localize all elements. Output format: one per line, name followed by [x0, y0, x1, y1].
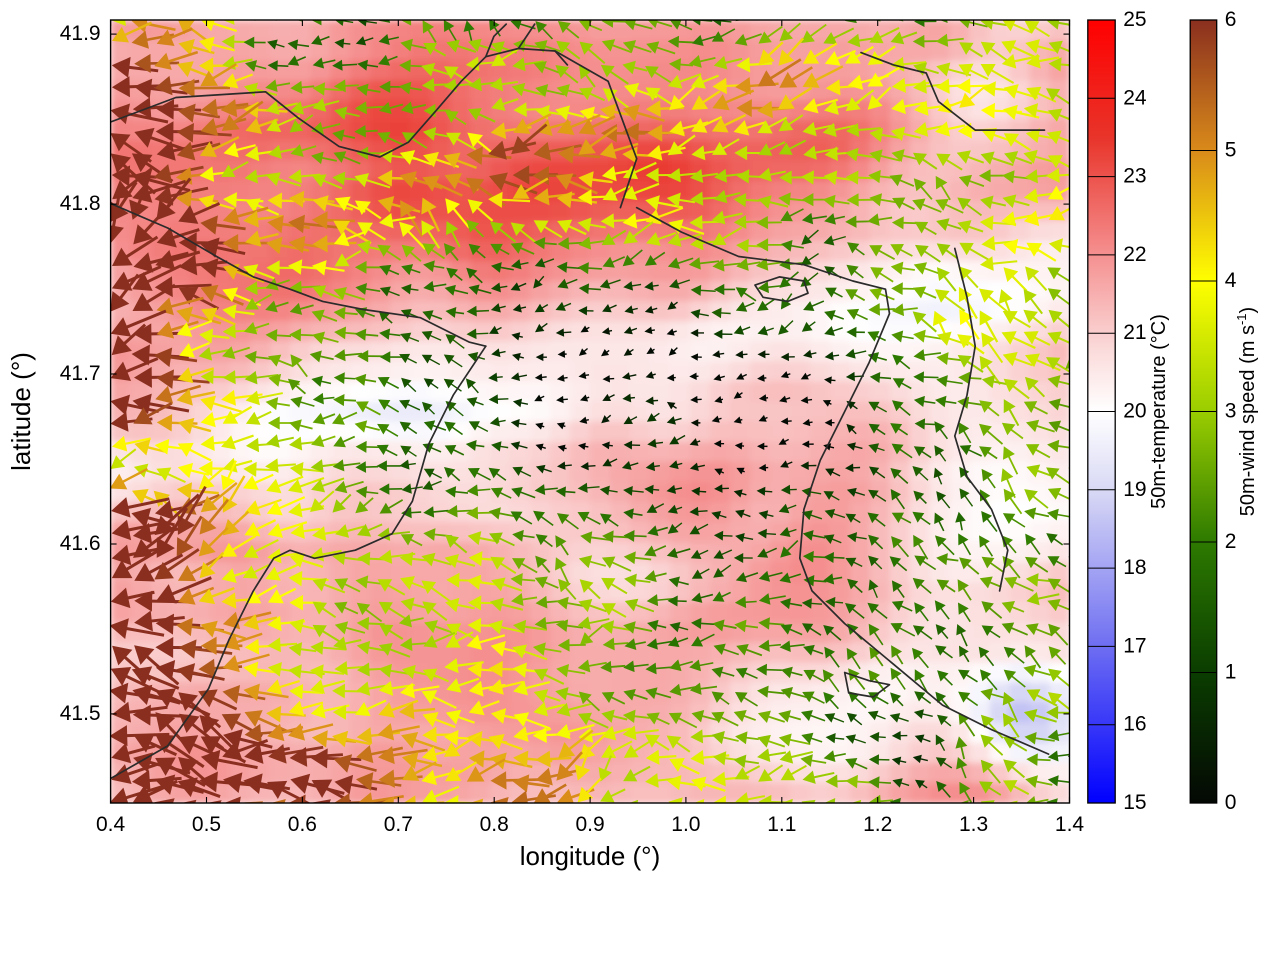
- svg-text:15: 15: [1123, 791, 1146, 814]
- svg-text:50m-temperature (°C): 50m-temperature (°C): [1148, 314, 1170, 509]
- svg-text:latitude (°): latitude (°): [6, 352, 36, 471]
- svg-text:1.2: 1.2: [863, 813, 892, 836]
- svg-text:41.9: 41.9: [60, 22, 101, 45]
- svg-text:41.7: 41.7: [60, 362, 101, 385]
- svg-text:0.7: 0.7: [384, 813, 413, 836]
- svg-text:19: 19: [1123, 478, 1146, 501]
- svg-text:23: 23: [1123, 165, 1146, 188]
- svg-text:16: 16: [1123, 713, 1146, 736]
- svg-text:41.6: 41.6: [60, 532, 101, 555]
- svg-text:17: 17: [1123, 634, 1146, 657]
- svg-text:0.4: 0.4: [96, 813, 126, 836]
- svg-text:5: 5: [1225, 139, 1237, 162]
- svg-text:25: 25: [1123, 8, 1146, 31]
- svg-text:4: 4: [1225, 269, 1237, 292]
- svg-text:24: 24: [1123, 86, 1147, 109]
- svg-text:0: 0: [1225, 791, 1237, 814]
- svg-text:1: 1: [1225, 661, 1237, 684]
- svg-text:longitude (°): longitude (°): [520, 841, 660, 871]
- svg-text:0.8: 0.8: [480, 813, 509, 836]
- svg-text:41.5: 41.5: [60, 702, 101, 725]
- svg-text:2: 2: [1225, 530, 1237, 553]
- svg-text:1.4: 1.4: [1055, 813, 1085, 836]
- svg-text:1.0: 1.0: [671, 813, 700, 836]
- svg-text:6: 6: [1225, 8, 1237, 31]
- svg-text:0.6: 0.6: [288, 813, 317, 836]
- svg-text:0.9: 0.9: [575, 813, 604, 836]
- svg-text:0.5: 0.5: [192, 813, 221, 836]
- svg-text:41.8: 41.8: [60, 192, 101, 215]
- svg-text:18: 18: [1123, 556, 1146, 579]
- svg-text:22: 22: [1123, 243, 1146, 266]
- svg-text:1.1: 1.1: [767, 813, 796, 836]
- svg-text:21: 21: [1123, 321, 1146, 344]
- svg-text:3: 3: [1225, 400, 1237, 423]
- svg-text:50m-wind speed (m s-1): 50m-wind speed (m s-1): [1234, 307, 1259, 516]
- svg-text:1.3: 1.3: [959, 813, 988, 836]
- svg-text:20: 20: [1123, 400, 1146, 423]
